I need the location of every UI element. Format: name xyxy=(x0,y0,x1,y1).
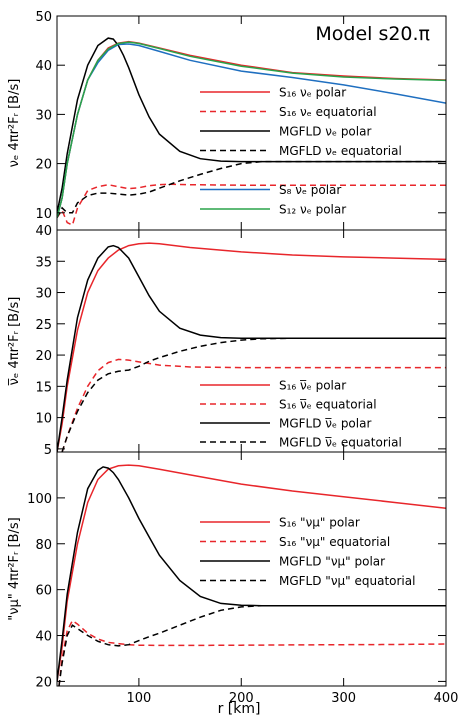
model-label: Model s20.π xyxy=(315,23,430,45)
series-line-1-4 xyxy=(57,160,446,219)
series-line-3-2 xyxy=(58,619,446,686)
y-axis-label-3: "νμ" 4πr²Fᵣ [B/s] xyxy=(7,517,22,620)
x-tick-label: 100 xyxy=(126,691,151,706)
y-tick-label: 20 xyxy=(35,349,52,364)
series-line-1-3 xyxy=(57,37,446,213)
y-tick-label: 15 xyxy=(35,380,52,395)
y-tick-label: 80 xyxy=(35,538,52,553)
panel-3: 20 40 60 80 100 "νμ" 4πr²Fᵣ [B/s] S₁₆ "νμ" pol… xyxy=(7,451,459,706)
y-tick-label: 20 xyxy=(35,675,52,690)
plot-frame-3 xyxy=(56,451,447,687)
legend-label: S₁₆ "νμ" polar xyxy=(279,516,360,530)
series-line-1-2 xyxy=(57,183,446,227)
legend-label: MGFLD νₑ polar xyxy=(279,125,371,139)
plot-frame-1 xyxy=(56,15,447,231)
legend-label: S₈ νₑ polar xyxy=(279,183,341,197)
y-tick-label: 50 xyxy=(35,10,52,25)
panel-1: 10 20 30 40 50 νₑ 4πr²Fᵣ [B/s] S₁₆ νₑ polar S₁₆… xyxy=(7,10,447,231)
y-axis-label-1: νₑ 4πr²Fᵣ [B/s] xyxy=(7,79,22,168)
series-line-2-1 xyxy=(57,242,446,452)
y-tick-label: 5 xyxy=(44,443,52,458)
series-line-3-4 xyxy=(58,604,446,686)
legend-label: S₁₆ "νμ" equatorial xyxy=(279,535,390,549)
series-line-3-1 xyxy=(57,464,446,682)
x-tick-label: 300 xyxy=(331,691,356,706)
y-tick-label: 40 xyxy=(35,59,52,74)
legend-label: MGFLD ν̅ₑ equatorial xyxy=(279,436,402,450)
x-tick-label: 200 xyxy=(229,691,254,706)
legend-label: S₁₆ νₑ equatorial xyxy=(279,105,377,119)
legend-label: S₁₆ νₑ polar xyxy=(279,86,346,100)
y-tick-label: 20 xyxy=(35,158,52,173)
legend-label: MGFLD ν̅ₑ polar xyxy=(279,417,371,431)
series-line-2-2 xyxy=(61,358,446,452)
legend-label: MGFLD "νμ" polar xyxy=(279,555,385,569)
y-tick-label: 10 xyxy=(35,412,52,427)
legend-label: S₁₆ ν̅ₑ polar xyxy=(279,379,346,393)
y-tick-label: 10 xyxy=(35,207,52,222)
panel-2: 5 10 15 20 25 30 35 40 ν̅ₑ 4πr²Fᵣ [B/s] S₁₆ ν̅ₑ p… xyxy=(7,224,447,458)
series-line-2-3 xyxy=(57,244,446,452)
legend-label: MGFLD "νμ" equatorial xyxy=(279,574,415,588)
y-tick-label: 40 xyxy=(35,224,52,239)
legend-label: MGFLD νₑ equatorial xyxy=(279,144,402,158)
y-tick-label: 25 xyxy=(35,318,52,333)
x-tick-label: 400 xyxy=(434,691,459,706)
series-line-2-4 xyxy=(61,337,446,452)
legend-label: S₁₂ νₑ polar xyxy=(279,203,346,217)
y-tick-label: 35 xyxy=(35,255,52,270)
y-tick-label: 100 xyxy=(27,492,52,507)
y-axis-label-2: ν̅ₑ 4πr²Fᵣ [B/s] xyxy=(7,297,22,386)
y-tick-label: 60 xyxy=(35,584,52,599)
legend-label: S₁₆ ν̅ₑ equatorial xyxy=(279,398,377,412)
x-axis-label: r [km] xyxy=(218,701,261,717)
series-line-1-6 xyxy=(57,41,446,218)
y-tick-label: 30 xyxy=(35,287,52,302)
plot-frame-2 xyxy=(56,229,447,453)
y-tick-label: 30 xyxy=(35,108,52,123)
y-tick-label: 40 xyxy=(35,630,52,645)
